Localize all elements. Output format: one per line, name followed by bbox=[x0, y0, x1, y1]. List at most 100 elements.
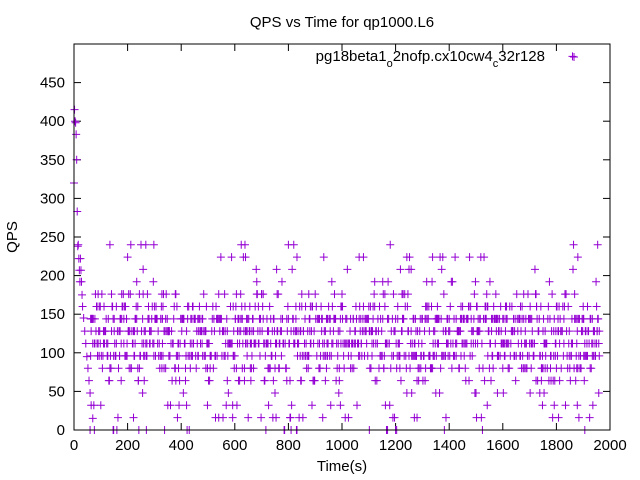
data-point bbox=[76, 266, 85, 275]
data-point bbox=[271, 388, 279, 397]
data-point bbox=[588, 401, 597, 410]
data-point bbox=[252, 277, 261, 286]
data-point bbox=[282, 364, 291, 373]
data-point bbox=[220, 290, 229, 299]
data-point bbox=[219, 413, 228, 422]
data-point bbox=[85, 376, 94, 385]
data-point bbox=[123, 253, 132, 262]
y-tick-label: 250 bbox=[40, 229, 65, 246]
data-point bbox=[179, 388, 188, 397]
data-point bbox=[477, 339, 486, 348]
data-point bbox=[71, 117, 80, 126]
data-point bbox=[274, 290, 283, 299]
data-point bbox=[530, 265, 539, 274]
data-point bbox=[384, 277, 393, 286]
data-point bbox=[173, 413, 182, 422]
data-point bbox=[141, 240, 150, 249]
y-tick-label: 300 bbox=[40, 190, 65, 207]
data-point bbox=[222, 314, 231, 323]
data-point bbox=[405, 253, 414, 262]
data-point bbox=[437, 265, 446, 274]
data-point bbox=[395, 339, 404, 348]
data-point bbox=[385, 401, 394, 410]
data-point bbox=[505, 364, 514, 373]
data-point bbox=[167, 327, 176, 336]
data-point bbox=[489, 364, 498, 373]
data-point bbox=[366, 364, 375, 373]
data-point bbox=[359, 253, 368, 262]
y-tick-label: 50 bbox=[48, 383, 65, 400]
data-point bbox=[126, 290, 135, 299]
data-point bbox=[396, 265, 405, 274]
data-point bbox=[71, 118, 80, 127]
data-point bbox=[212, 302, 221, 311]
data-point bbox=[107, 290, 116, 299]
legend-label-subscript-1: o bbox=[387, 58, 393, 70]
data-point bbox=[90, 314, 99, 323]
legend-label-part-1: pg18beta1 bbox=[316, 48, 387, 65]
data-point bbox=[330, 290, 339, 299]
data-point bbox=[326, 401, 335, 410]
data-point bbox=[74, 240, 83, 249]
data-point bbox=[259, 290, 268, 299]
x-axis-title: Time(s) bbox=[317, 458, 367, 475]
y-tick-label: 350 bbox=[40, 152, 65, 169]
data-point bbox=[105, 376, 114, 385]
data-point bbox=[175, 401, 184, 410]
plot-frame bbox=[73, 43, 611, 431]
data-point bbox=[594, 388, 603, 397]
data-point bbox=[470, 290, 479, 299]
data-point bbox=[288, 265, 297, 274]
data-point bbox=[407, 265, 416, 274]
data-point bbox=[465, 376, 474, 385]
data-point bbox=[368, 351, 377, 360]
data-point bbox=[232, 401, 241, 410]
data-point bbox=[403, 290, 412, 299]
data-point bbox=[380, 302, 389, 311]
x-tick-label: 400 bbox=[169, 437, 194, 454]
data-point bbox=[518, 302, 527, 311]
data-point bbox=[379, 364, 388, 373]
data-point bbox=[311, 290, 320, 299]
data-point bbox=[76, 254, 85, 263]
data-point bbox=[236, 290, 245, 299]
data-point bbox=[126, 240, 135, 249]
data-point bbox=[506, 339, 515, 348]
data-point bbox=[569, 265, 578, 274]
data-point bbox=[139, 265, 148, 274]
data-point bbox=[272, 265, 281, 274]
data-point bbox=[465, 253, 474, 262]
data-point bbox=[131, 339, 140, 348]
data-point bbox=[573, 253, 582, 262]
data-point bbox=[406, 364, 415, 373]
data-point bbox=[446, 302, 455, 311]
legend-label-subscript-2: c bbox=[493, 58, 499, 70]
data-point bbox=[96, 401, 105, 410]
data-point bbox=[205, 339, 214, 348]
x-tick-label: 1200 bbox=[379, 437, 412, 454]
data-point bbox=[428, 277, 437, 286]
data-point bbox=[595, 327, 604, 336]
data-point bbox=[386, 240, 395, 249]
data-point bbox=[203, 401, 212, 410]
data-point bbox=[573, 401, 582, 410]
data-point bbox=[473, 302, 482, 311]
data-point bbox=[335, 376, 344, 385]
data-point bbox=[227, 253, 236, 262]
data-point bbox=[370, 290, 379, 299]
data-point bbox=[537, 376, 546, 385]
data-point bbox=[135, 364, 144, 373]
y-axis-ticks: 0 50 100 150 200 250 300 350 400 450 bbox=[40, 75, 610, 439]
data-point bbox=[428, 253, 437, 262]
data-point bbox=[121, 302, 130, 311]
data-point bbox=[447, 364, 456, 373]
data-point bbox=[389, 290, 398, 299]
x-tick-label: 1400 bbox=[433, 437, 466, 454]
data-point bbox=[88, 414, 97, 423]
data-point bbox=[512, 290, 521, 299]
data-point bbox=[527, 364, 536, 373]
data-point bbox=[240, 240, 249, 249]
data-point bbox=[133, 302, 142, 311]
data-point bbox=[592, 277, 601, 286]
data-point bbox=[230, 351, 239, 360]
